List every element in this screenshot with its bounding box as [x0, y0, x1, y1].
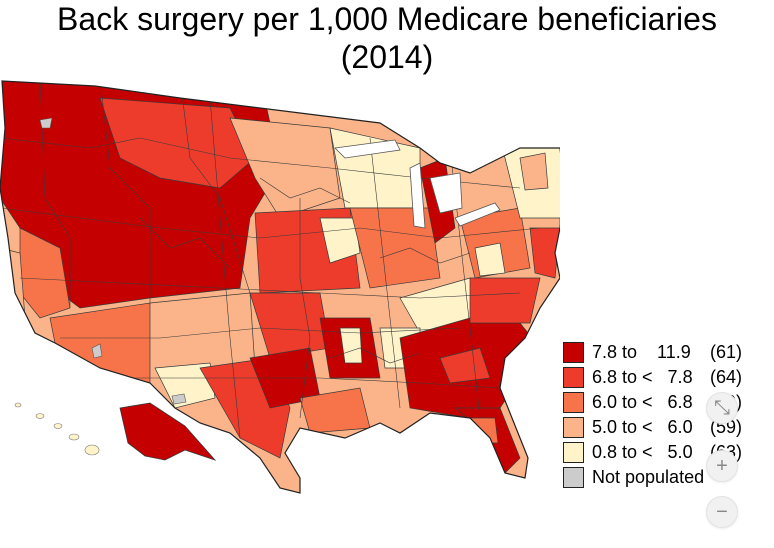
legend-range-label: 0.8 to < 5.0 — [592, 442, 693, 462]
shrink-button[interactable]: ⤡ — [706, 392, 738, 424]
legend-item: 5.0 to < 6.0 (59) — [563, 415, 742, 440]
legend-swatch — [563, 342, 584, 363]
zoom-in-button[interactable]: + — [706, 450, 738, 482]
legend-swatch — [563, 417, 584, 438]
map-title-line-2: (2014) — [340, 39, 434, 75]
legend-item: 6.8 to < 7.8 (64) — [563, 365, 742, 390]
us-outline — [0, 80, 560, 494]
minus-icon: − — [716, 501, 728, 523]
not-populated-areas — [39, 117, 187, 405]
legend-count-label: (61) — [710, 342, 743, 362]
map-regions — [0, 81, 560, 493]
map-legend: 7.8 to 11.9 (61) 6.8 to < 7.8 (64) 6.0 to < … — [563, 340, 742, 490]
map-title-line-1: Back surgery per 1,000 Medicare benefici… — [57, 1, 717, 37]
zoom-out-button[interactable]: − — [706, 496, 738, 528]
legend-swatch — [563, 442, 584, 463]
legend-range-label: 7.8 to 11.9 — [592, 342, 691, 362]
legend-range-label: 6.0 to < 6.8 — [592, 392, 693, 412]
hawaii-region — [14, 402, 100, 456]
great-lakes — [334, 139, 501, 229]
map-title: Back surgery per 1,000 Medicare benefici… — [0, 0, 774, 76]
legend-swatch — [563, 367, 584, 388]
legend-item: 7.8 to 11.9 (61) — [563, 340, 742, 365]
legend-swatch — [563, 467, 584, 488]
shrink-icon: ⤡ — [714, 397, 730, 419]
legend-count-label: (64) — [710, 367, 743, 387]
legend-item: Not populated — [563, 465, 742, 490]
us-choropleth-map[interactable] — [0, 78, 560, 548]
legend-range-label: 6.8 to < 7.8 — [592, 367, 693, 387]
plus-icon: + — [716, 455, 728, 477]
legend-range-label: 5.0 to < 6.0 — [592, 417, 693, 437]
alaska-region — [119, 402, 217, 461]
legend-range-label: Not populated — [592, 467, 705, 487]
legend-swatch — [563, 392, 584, 413]
